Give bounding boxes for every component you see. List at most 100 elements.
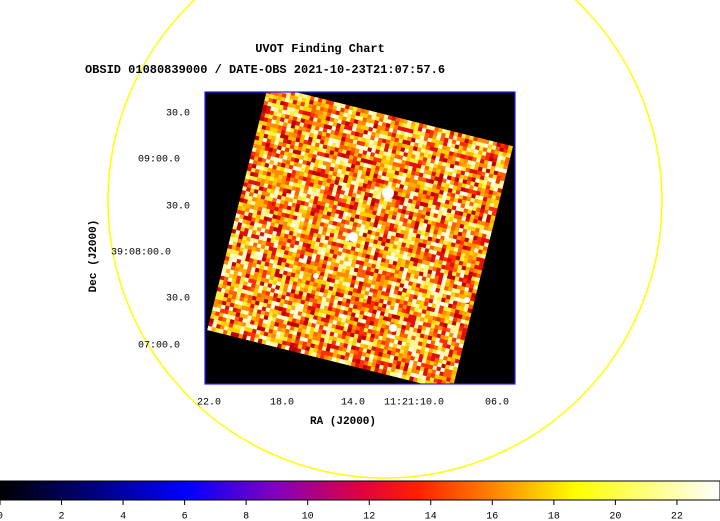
pixel bbox=[391, 132, 397, 138]
pixel bbox=[325, 314, 331, 320]
pixel bbox=[455, 222, 461, 229]
pixel bbox=[467, 209, 473, 215]
pixel bbox=[441, 347, 447, 353]
pixel bbox=[425, 277, 431, 283]
pixel bbox=[464, 237, 470, 243]
pixel bbox=[305, 329, 311, 335]
pixel bbox=[360, 157, 366, 164]
pixel bbox=[448, 266, 454, 272]
pixel bbox=[410, 236, 417, 242]
pixel bbox=[432, 200, 438, 206]
pixel bbox=[335, 159, 341, 166]
region-circle bbox=[107, 0, 663, 479]
pixel bbox=[448, 200, 454, 206]
pixel bbox=[391, 182, 397, 188]
pixel bbox=[471, 259, 477, 265]
pixel bbox=[265, 323, 271, 330]
pixel bbox=[363, 344, 369, 350]
pixel bbox=[324, 268, 330, 274]
pixel bbox=[361, 351, 367, 358]
pixel bbox=[253, 156, 259, 162]
pixel bbox=[265, 274, 271, 280]
pixel bbox=[486, 164, 492, 170]
pixel bbox=[407, 268, 413, 274]
pixel bbox=[416, 279, 422, 285]
pixel bbox=[263, 150, 269, 156]
pixel bbox=[447, 319, 453, 326]
pixel bbox=[428, 216, 434, 222]
pixel bbox=[463, 274, 469, 280]
pixel bbox=[368, 143, 374, 149]
pixel bbox=[313, 228, 320, 235]
pixel bbox=[287, 119, 293, 125]
pixel bbox=[334, 196, 340, 202]
pixel bbox=[439, 371, 445, 377]
pixel bbox=[274, 140, 280, 146]
pixel bbox=[305, 197, 311, 203]
pixel bbox=[498, 184, 504, 190]
pixel bbox=[218, 328, 225, 335]
pixel bbox=[419, 350, 425, 356]
pixel bbox=[308, 202, 314, 208]
pixel bbox=[327, 108, 333, 114]
pixel bbox=[416, 229, 422, 235]
pixel bbox=[271, 267, 277, 273]
pixel bbox=[346, 294, 353, 300]
pixel bbox=[319, 271, 325, 277]
pixel bbox=[378, 282, 385, 288]
pixel bbox=[370, 185, 376, 191]
pixel bbox=[408, 326, 415, 332]
pixel bbox=[366, 134, 372, 140]
pixel bbox=[404, 148, 410, 154]
pixel bbox=[465, 200, 471, 206]
pixel bbox=[349, 266, 355, 272]
pixel bbox=[284, 163, 290, 170]
pixel bbox=[323, 305, 329, 311]
pixel bbox=[255, 329, 261, 335]
pixel bbox=[231, 278, 237, 284]
pixel bbox=[458, 343, 464, 349]
pixel bbox=[347, 307, 354, 313]
pixel bbox=[411, 249, 418, 255]
pixel bbox=[311, 236, 318, 242]
pixel bbox=[291, 318, 297, 324]
pixel bbox=[217, 316, 224, 322]
pixel bbox=[239, 313, 245, 319]
pixel bbox=[458, 310, 464, 316]
pixel bbox=[446, 373, 453, 379]
pixel bbox=[289, 325, 295, 332]
pixel bbox=[229, 253, 235, 259]
pixel bbox=[370, 350, 376, 356]
pixel bbox=[429, 162, 435, 168]
pixel bbox=[391, 231, 397, 237]
pixel bbox=[448, 217, 454, 223]
pixel bbox=[286, 139, 292, 145]
pixel bbox=[483, 143, 489, 149]
pixel bbox=[376, 190, 383, 197]
pixel bbox=[454, 243, 460, 249]
pixel bbox=[298, 142, 304, 148]
pixel bbox=[412, 294, 419, 300]
pixel bbox=[502, 148, 509, 154]
pixel bbox=[439, 255, 445, 262]
pixel bbox=[244, 326, 250, 333]
pixel bbox=[292, 215, 298, 221]
pixel bbox=[246, 315, 253, 321]
pixel bbox=[278, 319, 285, 325]
source bbox=[313, 273, 319, 279]
pixel bbox=[488, 222, 494, 229]
pixel bbox=[282, 254, 289, 260]
pixel bbox=[333, 151, 339, 157]
pixel bbox=[374, 367, 380, 373]
pixel bbox=[256, 259, 262, 266]
pixel bbox=[271, 284, 277, 290]
pixel bbox=[362, 298, 368, 304]
pixel bbox=[383, 361, 389, 367]
x-tick-label: 06.0 bbox=[485, 398, 509, 409]
pixel bbox=[278, 322, 284, 329]
pixel bbox=[352, 337, 358, 343]
pixel bbox=[291, 285, 297, 291]
pixel bbox=[438, 292, 444, 298]
pixel bbox=[471, 222, 478, 229]
pixel bbox=[304, 234, 310, 240]
